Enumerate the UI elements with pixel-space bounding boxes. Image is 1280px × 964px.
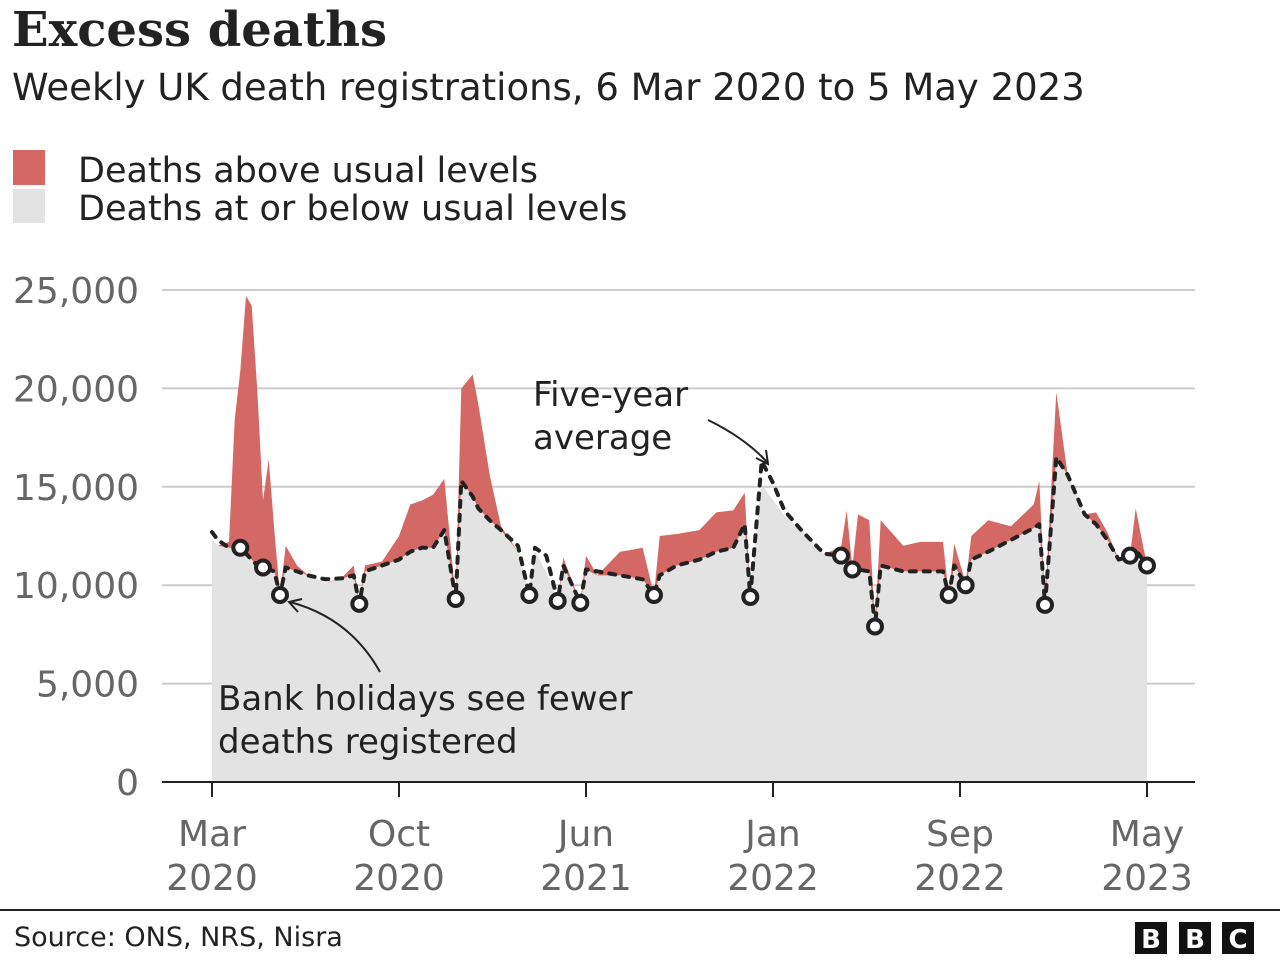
bank-holiday-marker xyxy=(832,546,850,565)
bank-holiday-marker xyxy=(645,586,663,605)
svg-text:B: B xyxy=(1185,925,1205,955)
legend-label-above: Deaths above usual levels xyxy=(78,151,538,191)
x-tick-month: May xyxy=(1110,814,1184,855)
y-tick-label: 0 xyxy=(116,763,139,804)
y-tick-label: 10,000 xyxy=(13,566,139,607)
x-tick-month: Sep xyxy=(926,814,994,855)
y-axis: 0 5,000 10,000 15,000 20,000 25,000 xyxy=(13,271,139,804)
legend-swatch-above xyxy=(13,150,45,185)
bank-holiday-marker xyxy=(520,586,539,605)
bank-holiday-marker xyxy=(350,594,369,613)
x-tick-year: 2020 xyxy=(353,858,445,899)
legend-swatch-below xyxy=(13,189,45,223)
chart-title: Excess deaths xyxy=(12,2,387,58)
bank-holiday-marker xyxy=(741,588,760,607)
bank-holiday-marker xyxy=(843,560,862,579)
y-tick-label: 15,000 xyxy=(13,468,139,509)
bank-holiday-marker xyxy=(231,538,250,557)
x-tick-year: 2020 xyxy=(166,858,258,899)
source-text: Source: ONS, NRS, Nisra xyxy=(14,922,343,953)
bank-holiday-marker xyxy=(939,586,958,605)
annotation-arrow-average xyxy=(707,419,770,466)
five-year-average-line xyxy=(210,455,1149,629)
bank-holiday-marker xyxy=(548,591,567,610)
bank-holiday-marker xyxy=(1121,546,1139,565)
x-tick-year: 2023 xyxy=(1101,858,1193,899)
svg-text:C: C xyxy=(1228,925,1247,955)
annotation-holiday-line-1: Bank holidays see fewer xyxy=(218,679,632,719)
chart-subtitle: Weekly UK death registrations, 6 Mar 202… xyxy=(12,66,1085,109)
x-tick-month: Jun xyxy=(556,814,614,855)
x-tick-year: 2021 xyxy=(540,858,632,899)
annotation-average-line-1: Five-year xyxy=(533,375,688,415)
bank-holiday-marker xyxy=(1138,556,1156,575)
x-tick-year: 2022 xyxy=(914,858,1006,899)
bank-holiday-marker xyxy=(956,576,975,595)
x-tick-year: 2022 xyxy=(727,858,819,899)
bank-holiday-markers xyxy=(231,538,1156,636)
bank-holiday-marker xyxy=(1036,595,1054,614)
bank-holiday-marker xyxy=(446,589,465,608)
annotation-arrow-holiday xyxy=(287,598,381,673)
svg-text:B: B xyxy=(1141,925,1161,955)
bank-holiday-marker xyxy=(866,617,884,636)
bank-holiday-marker xyxy=(254,558,272,577)
x-tick-month: Jan xyxy=(743,814,801,855)
annotation-average-line-2: average xyxy=(533,418,672,458)
bbc-logo: B B C xyxy=(1135,922,1254,955)
x-tick-month: Mar xyxy=(178,814,246,855)
legend-label-below: Deaths at or below usual levels xyxy=(78,189,627,229)
usual-deaths-area xyxy=(212,457,1147,782)
x-tick-month: Oct xyxy=(368,814,430,855)
y-tick-label: 20,000 xyxy=(13,369,139,410)
y-tick-label: 5,000 xyxy=(36,665,139,706)
bank-holiday-marker xyxy=(571,593,590,612)
y-tick-label: 25,000 xyxy=(13,271,139,312)
bank-holiday-marker xyxy=(271,586,289,605)
x-axis: Mar2020Oct2020Jun2021Jan2022Sep2022May20… xyxy=(166,782,1193,899)
annotation-holiday-line-2: deaths registered xyxy=(218,722,518,762)
